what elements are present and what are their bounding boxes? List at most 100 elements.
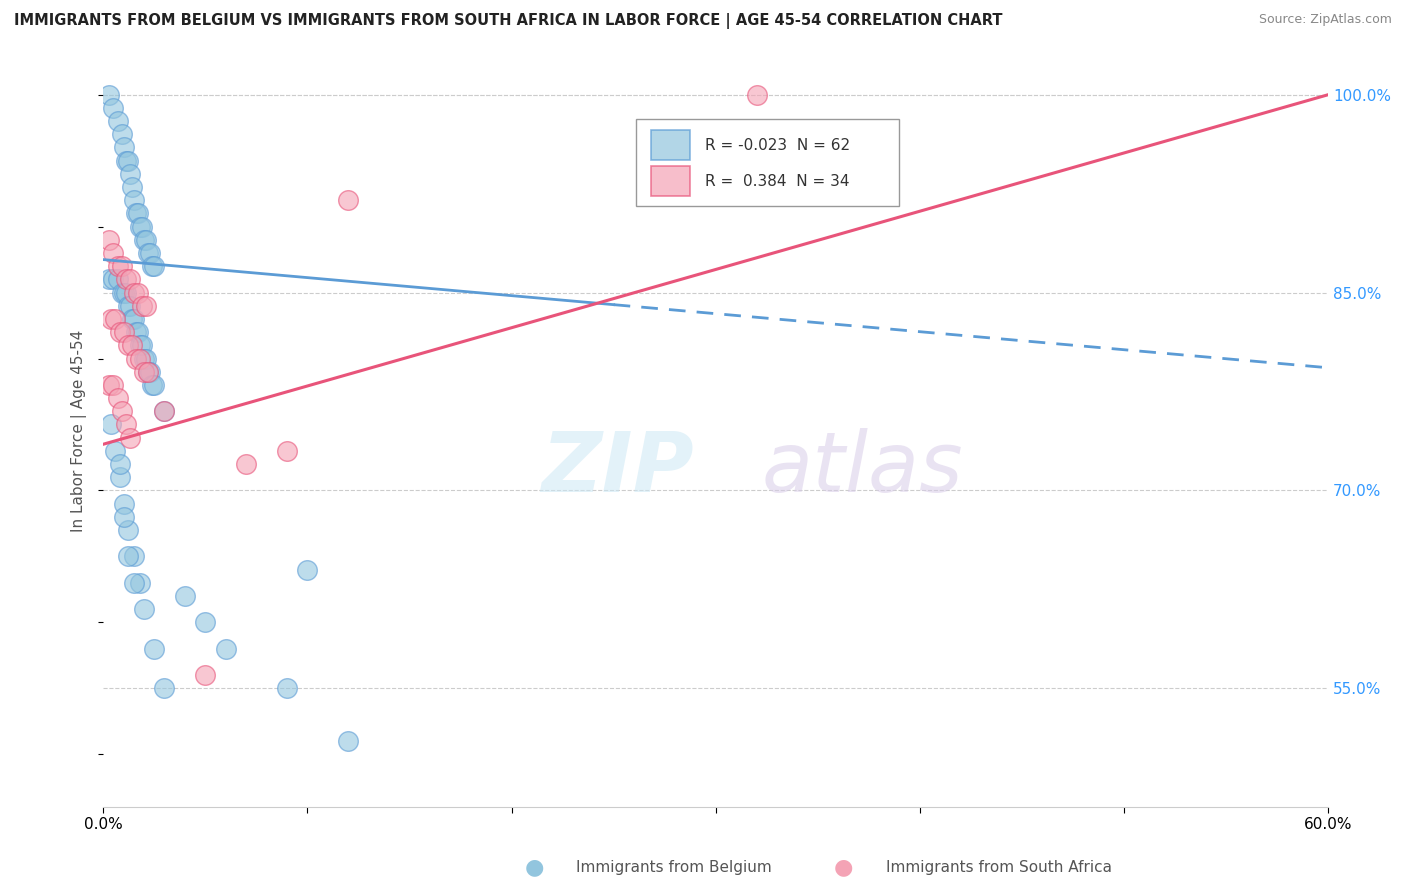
Point	[110, 128, 132, 142]
Point	[110, 404, 132, 418]
Point	[135, 299, 157, 313]
Point	[100, 417, 122, 432]
Point	[121, 338, 143, 352]
Point	[143, 641, 166, 656]
Point	[139, 246, 162, 260]
Point	[117, 299, 139, 313]
Point	[141, 377, 163, 392]
Point	[112, 497, 135, 511]
Y-axis label: In Labor Force | Age 45-54: In Labor Force | Age 45-54	[72, 330, 87, 533]
Point	[276, 681, 298, 696]
Point	[127, 325, 149, 339]
Point	[117, 523, 139, 537]
Point	[121, 312, 143, 326]
Text: Immigrants from South Africa: Immigrants from South Africa	[886, 860, 1112, 874]
Point	[122, 549, 145, 564]
Point	[104, 312, 127, 326]
Point	[100, 312, 122, 326]
Point	[107, 114, 129, 128]
Point	[139, 365, 162, 379]
Text: ●: ●	[834, 857, 853, 877]
Text: R =  0.384  N = 34: R = 0.384 N = 34	[704, 174, 849, 189]
Point	[153, 404, 176, 418]
Point	[114, 153, 136, 168]
Point	[136, 365, 159, 379]
Point	[125, 325, 148, 339]
Point	[103, 377, 125, 392]
Point	[117, 153, 139, 168]
Text: IMMIGRANTS FROM BELGIUM VS IMMIGRANTS FROM SOUTH AFRICA IN LABOR FORCE | AGE 45-: IMMIGRANTS FROM BELGIUM VS IMMIGRANTS FR…	[14, 13, 1002, 29]
Point	[132, 351, 155, 366]
Point	[117, 549, 139, 564]
Point	[129, 575, 152, 590]
Point	[194, 668, 217, 682]
Point	[110, 285, 132, 300]
Point	[194, 615, 217, 630]
Point	[112, 509, 135, 524]
Point	[118, 167, 141, 181]
Text: ZIP: ZIP	[541, 428, 695, 509]
Point	[235, 457, 257, 471]
Point	[118, 431, 141, 445]
Point	[136, 246, 159, 260]
Point	[125, 351, 148, 366]
Point	[337, 193, 360, 207]
Point	[98, 272, 121, 286]
Point	[131, 219, 153, 234]
Point	[153, 681, 176, 696]
Text: R = -0.023  N = 62: R = -0.023 N = 62	[704, 138, 849, 153]
Point	[153, 404, 176, 418]
Point	[112, 140, 135, 154]
Point	[117, 338, 139, 352]
Point	[122, 285, 145, 300]
Point	[127, 206, 149, 220]
Point	[135, 351, 157, 366]
Point	[107, 272, 129, 286]
Point	[98, 87, 121, 102]
Point	[337, 734, 360, 748]
Point	[114, 417, 136, 432]
Point	[173, 589, 195, 603]
Point	[107, 259, 129, 273]
Point	[107, 391, 129, 405]
Point	[297, 563, 319, 577]
Point	[122, 575, 145, 590]
Point	[129, 338, 152, 352]
Point	[122, 312, 145, 326]
Point	[114, 285, 136, 300]
Point	[121, 180, 143, 194]
Point	[132, 365, 155, 379]
Point	[98, 377, 121, 392]
Text: ●: ●	[524, 857, 544, 877]
Point	[132, 602, 155, 616]
Text: Immigrants from Belgium: Immigrants from Belgium	[576, 860, 772, 874]
Text: atlas: atlas	[762, 428, 963, 509]
Point	[103, 246, 125, 260]
FancyBboxPatch shape	[636, 119, 900, 205]
Point	[136, 365, 159, 379]
Point	[129, 351, 152, 366]
Point	[104, 443, 127, 458]
Point	[103, 272, 125, 286]
Point	[129, 219, 152, 234]
Point	[118, 299, 141, 313]
Point	[131, 338, 153, 352]
Point	[745, 87, 768, 102]
Point	[122, 193, 145, 207]
Point	[141, 259, 163, 273]
Point	[135, 233, 157, 247]
Point	[108, 325, 131, 339]
Point	[118, 272, 141, 286]
Point	[98, 233, 121, 247]
Point	[103, 101, 125, 115]
Point	[215, 641, 238, 656]
Bar	[651, 130, 690, 161]
Point	[131, 299, 153, 313]
Point	[108, 457, 131, 471]
Text: Source: ZipAtlas.com: Source: ZipAtlas.com	[1258, 13, 1392, 27]
Point	[112, 285, 135, 300]
Point	[108, 470, 131, 484]
Point	[276, 443, 298, 458]
Bar	[651, 167, 690, 196]
Point	[112, 325, 135, 339]
